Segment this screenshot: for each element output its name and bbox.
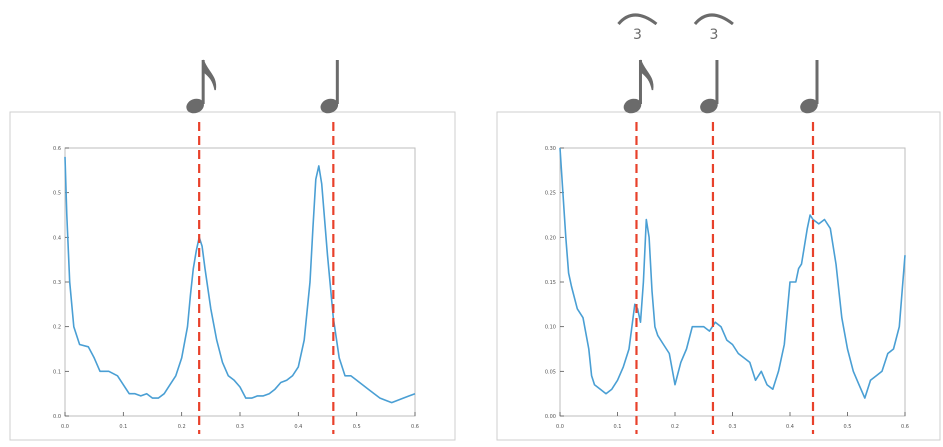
x-tick-label: 0.3 bbox=[236, 424, 244, 430]
x-tick-label: 0.5 bbox=[353, 424, 361, 430]
left-chart-panel: 0.0 0.1 0.2 0.3 0.4 0.5 0.6 0.0 0.1 0.2 0.3 0.4 0.5 0… bbox=[9, 59, 456, 441]
x-tick-label: 0.4 bbox=[294, 424, 302, 430]
note-flag bbox=[202, 59, 217, 91]
y-tick-label: 0.00 bbox=[545, 414, 556, 420]
figure-frame bbox=[9, 111, 456, 441]
y-tick-label: 0.25 bbox=[545, 191, 556, 197]
x-tick-label: 0.2 bbox=[178, 424, 186, 430]
y-tick-label: 0.4 bbox=[53, 235, 61, 241]
x-tick-label: 0.5 bbox=[844, 424, 852, 430]
y-tick-label: 0.0 bbox=[53, 414, 61, 420]
right-chart-panel: 0.0 0.1 0.2 0.3 0.4 0.5 0.6 0.00 0.05 0.10 0.15 0.2… bbox=[496, 13, 941, 441]
quarter-note-icon bbox=[320, 60, 339, 114]
y-tick-label: 0.2 bbox=[53, 325, 61, 331]
figure-frame bbox=[496, 111, 941, 441]
x-tick-label: 0.0 bbox=[556, 424, 564, 430]
y-tick-label: 0.3 bbox=[53, 280, 61, 286]
y-tick-label: 0.6 bbox=[53, 146, 61, 152]
y-tick-label: 0.20 bbox=[545, 235, 556, 241]
series-line bbox=[64, 156, 416, 404]
series-line bbox=[559, 147, 906, 399]
y-tick-label: 0.1 bbox=[53, 369, 61, 375]
triplet-label: 3 bbox=[709, 27, 718, 43]
note-head bbox=[800, 98, 818, 114]
y-tick-label: 0.05 bbox=[545, 369, 556, 375]
triplet-bracket bbox=[617, 13, 658, 26]
note-head bbox=[320, 98, 339, 114]
note-head bbox=[186, 98, 204, 114]
y-tick-label: 0.5 bbox=[53, 191, 61, 197]
x-tick-label: 0.4 bbox=[786, 424, 794, 430]
x-tick-label: 0.2 bbox=[671, 424, 679, 430]
y-tick-label: 0.30 bbox=[545, 146, 556, 152]
x-tick-label: 0.1 bbox=[119, 424, 127, 430]
x-tick-label: 0.1 bbox=[614, 424, 622, 430]
note-head bbox=[700, 98, 718, 114]
x-tick-label: 0.6 bbox=[901, 424, 909, 430]
quarter-note-icon bbox=[700, 60, 719, 114]
eighth-note-icon bbox=[186, 59, 217, 114]
y-tick-label: 0.10 bbox=[545, 325, 556, 331]
eighth-note-icon bbox=[623, 59, 654, 114]
x-tick-label: 0.3 bbox=[729, 424, 737, 430]
x-tick-label: 0.0 bbox=[61, 424, 69, 430]
triplet-bracket bbox=[693, 13, 734, 26]
x-tick-label: 0.6 bbox=[411, 424, 419, 430]
quarter-note-icon bbox=[800, 60, 819, 114]
note-head bbox=[623, 98, 642, 114]
note-flag bbox=[639, 59, 654, 91]
y-tick-label: 0.15 bbox=[545, 280, 556, 286]
triplet-label: 3 bbox=[633, 27, 642, 43]
